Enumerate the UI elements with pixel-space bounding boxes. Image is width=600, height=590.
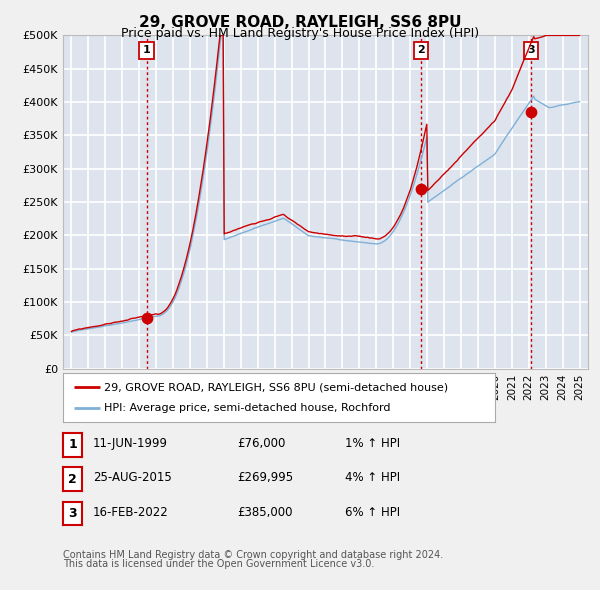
Text: HPI: Average price, semi-detached house, Rochford: HPI: Average price, semi-detached house,… <box>104 404 391 414</box>
Text: £76,000: £76,000 <box>237 437 286 450</box>
Text: £385,000: £385,000 <box>237 506 293 519</box>
Text: 1% ↑ HPI: 1% ↑ HPI <box>345 437 400 450</box>
Point <box>142 313 151 323</box>
Text: 25-AUG-2015: 25-AUG-2015 <box>93 471 172 484</box>
Point <box>416 184 426 194</box>
Text: 3: 3 <box>68 507 77 520</box>
Point <box>526 107 536 117</box>
Text: 2: 2 <box>418 45 425 55</box>
Text: 29, GROVE ROAD, RAYLEIGH, SS6 8PU: 29, GROVE ROAD, RAYLEIGH, SS6 8PU <box>139 15 461 30</box>
Text: 11-JUN-1999: 11-JUN-1999 <box>93 437 168 450</box>
Text: 16-FEB-2022: 16-FEB-2022 <box>93 506 169 519</box>
Text: 2: 2 <box>68 473 77 486</box>
Text: 1: 1 <box>143 45 151 55</box>
Text: Price paid vs. HM Land Registry's House Price Index (HPI): Price paid vs. HM Land Registry's House … <box>121 27 479 40</box>
Text: This data is licensed under the Open Government Licence v3.0.: This data is licensed under the Open Gov… <box>63 559 374 569</box>
Text: 3: 3 <box>527 45 535 55</box>
Text: 6% ↑ HPI: 6% ↑ HPI <box>345 506 400 519</box>
Text: £269,995: £269,995 <box>237 471 293 484</box>
Text: 29, GROVE ROAD, RAYLEIGH, SS6 8PU (semi-detached house): 29, GROVE ROAD, RAYLEIGH, SS6 8PU (semi-… <box>104 382 448 392</box>
Text: 1: 1 <box>68 438 77 451</box>
Text: Contains HM Land Registry data © Crown copyright and database right 2024.: Contains HM Land Registry data © Crown c… <box>63 550 443 560</box>
Text: 4% ↑ HPI: 4% ↑ HPI <box>345 471 400 484</box>
